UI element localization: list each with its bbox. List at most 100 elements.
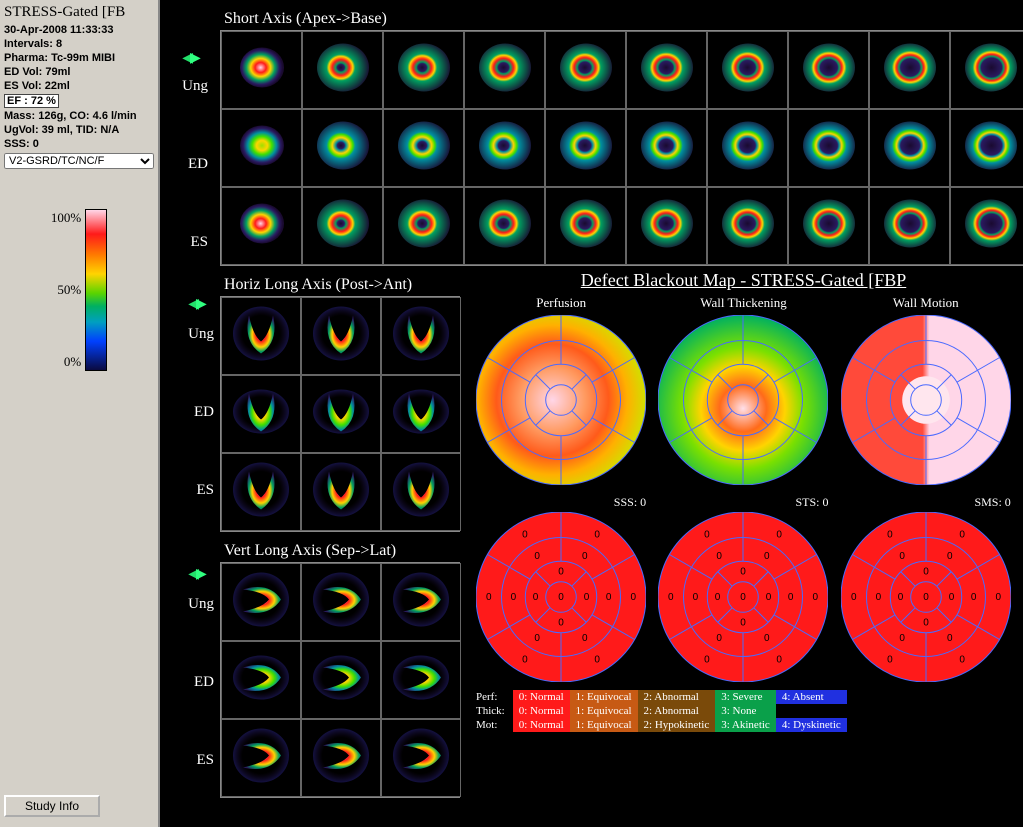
short-axis-title: Short Axis (Apex->Base)	[224, 10, 1017, 28]
sa-cell[interactable]	[464, 109, 545, 187]
sa-cell[interactable]	[302, 187, 383, 265]
sa-cell[interactable]	[545, 31, 626, 109]
sa-cell[interactable]	[707, 31, 788, 109]
svg-text:0: 0	[899, 633, 905, 644]
vla-row-ed: ED	[166, 674, 214, 691]
defect-title: Defect Blackout Map - STRESS-Gated [FBP	[470, 270, 1017, 291]
sss: SSS: 0	[4, 137, 154, 151]
sa-cell[interactable]	[788, 187, 869, 265]
vla-cell[interactable]	[221, 719, 301, 797]
sa-cell[interactable]	[302, 109, 383, 187]
hla-cell[interactable]	[301, 375, 381, 453]
hla-cell[interactable]	[301, 453, 381, 531]
colorbar-50: 50%	[51, 282, 81, 298]
svg-text:0: 0	[766, 592, 772, 603]
hla-cell[interactable]	[381, 453, 461, 531]
svg-text:0: 0	[595, 529, 601, 540]
vla-cell[interactable]	[301, 719, 381, 797]
svg-text:0: 0	[959, 655, 965, 666]
vla-row-ung: Ung	[166, 596, 214, 613]
svg-text:0: 0	[971, 592, 977, 603]
study-info-button[interactable]: Study Info	[4, 795, 100, 817]
vla-cell[interactable]	[381, 719, 461, 797]
sa-cell[interactable]	[383, 109, 464, 187]
vla-cell[interactable]	[381, 563, 461, 641]
legend-cell: 1: Equivocal	[570, 690, 638, 704]
sa-cell[interactable]	[383, 187, 464, 265]
protocol-select[interactable]: V2-GSRD/TC/NC/F	[4, 153, 154, 169]
sa-cell[interactable]	[707, 187, 788, 265]
sa-cell[interactable]	[950, 31, 1023, 109]
short-axis-nav[interactable]: ◀▶	[166, 50, 214, 67]
score-legend: Perf:0: Normal1: Equivocal2: Abnormal3: …	[470, 690, 1017, 732]
sa-cell[interactable]	[464, 31, 545, 109]
hla-cell[interactable]	[221, 297, 301, 375]
sa-cell[interactable]	[950, 187, 1023, 265]
sa-cell[interactable]	[221, 31, 302, 109]
sa-row-ed: ED	[160, 156, 208, 173]
sa-cell[interactable]	[869, 109, 950, 187]
colorbar: 100% 50% 0%	[4, 209, 154, 371]
svg-text:0: 0	[486, 592, 492, 603]
sa-cell[interactable]	[626, 109, 707, 187]
sa-cell[interactable]	[545, 187, 626, 265]
sa-cell[interactable]	[302, 31, 383, 109]
vla-grid[interactable]	[220, 562, 460, 798]
svg-text:0: 0	[705, 529, 711, 540]
legend-cell: 3: Severe	[715, 690, 776, 704]
svg-text:0: 0	[995, 592, 1001, 603]
hla-cell[interactable]	[221, 375, 301, 453]
colorbar-gradient	[85, 209, 107, 371]
vla-cell[interactable]	[301, 641, 381, 719]
sa-cell[interactable]	[788, 109, 869, 187]
polar-thickening[interactable]	[658, 315, 828, 485]
sa-cell[interactable]	[626, 187, 707, 265]
vla-row-es: ES	[166, 752, 214, 769]
segment-sts[interactable]: 00000000000000000	[658, 512, 828, 682]
sa-cell[interactable]	[950, 109, 1023, 187]
polar-motion[interactable]	[841, 315, 1011, 485]
sa-cell[interactable]	[221, 109, 302, 187]
ed-vol: ED Vol: 79ml	[4, 65, 154, 79]
vla-cell[interactable]	[221, 563, 301, 641]
polar-label-thickening: Wall Thickening	[700, 295, 786, 311]
svg-text:0: 0	[851, 592, 857, 603]
hla-grid[interactable]	[220, 296, 460, 532]
hla-cell[interactable]	[381, 375, 461, 453]
hla-cell[interactable]	[301, 297, 381, 375]
hla-title: Horiz Long Axis (Post->Ant)	[224, 276, 460, 294]
sa-cell[interactable]	[869, 187, 950, 265]
sa-cell[interactable]	[707, 109, 788, 187]
svg-text:0: 0	[777, 529, 783, 540]
vla-cell[interactable]	[221, 641, 301, 719]
svg-text:0: 0	[606, 592, 612, 603]
svg-text:0: 0	[717, 633, 723, 644]
svg-text:0: 0	[923, 618, 929, 629]
legend-cell: 4: Absent	[776, 690, 847, 704]
sa-cell[interactable]	[869, 31, 950, 109]
sa-cell[interactable]	[545, 109, 626, 187]
sa-cell[interactable]	[788, 31, 869, 109]
sa-cell[interactable]	[221, 187, 302, 265]
segment-sss[interactable]: 00000000000000000	[476, 512, 646, 682]
legend-cell: 2: Abnormal	[638, 690, 716, 704]
sa-cell[interactable]	[626, 31, 707, 109]
vla-nav[interactable]: ◀▶	[172, 566, 220, 583]
vla-cell[interactable]	[301, 563, 381, 641]
svg-text:0: 0	[765, 551, 771, 562]
polar-perfusion[interactable]	[476, 315, 646, 485]
svg-text:0: 0	[947, 633, 953, 644]
svg-text:0: 0	[595, 655, 601, 666]
hla-nav[interactable]: ◀▶	[172, 296, 220, 313]
short-axis-grid[interactable]	[220, 30, 1023, 266]
es-vol: ES Vol: 22ml	[4, 79, 154, 93]
legend-cell: 0: Normal	[513, 690, 570, 704]
sa-cell[interactable]	[383, 31, 464, 109]
hla-cell[interactable]	[381, 297, 461, 375]
hla-cell[interactable]	[221, 453, 301, 531]
sms-label: SMS: 0	[841, 495, 1011, 510]
sa-cell[interactable]	[464, 187, 545, 265]
segment-sms[interactable]: 00000000000000000	[841, 512, 1011, 682]
vla-cell[interactable]	[381, 641, 461, 719]
ugvol-tid: UgVol: 39 ml, TID: N/A	[4, 123, 154, 137]
